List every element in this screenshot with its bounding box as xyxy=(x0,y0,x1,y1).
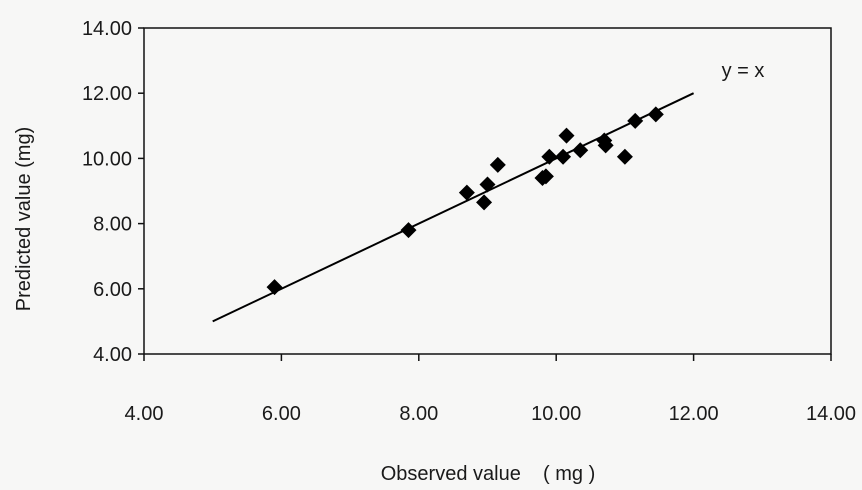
data-point xyxy=(458,184,475,201)
plot-area-frame xyxy=(143,27,832,355)
y-axis-title: Predicted value (mg) xyxy=(13,127,35,312)
data-point xyxy=(476,194,493,211)
data-point xyxy=(627,112,644,129)
data-point xyxy=(616,148,633,165)
x-tick-label: 14.00 xyxy=(806,403,856,425)
y-tick-label: 14.00 xyxy=(82,18,132,40)
y-tick-label: 10.00 xyxy=(82,148,132,170)
x-axis: 4.00 6.00 8.00 10.00 12.00 14.00 xyxy=(125,354,856,425)
data-point xyxy=(400,222,417,239)
data-point xyxy=(647,106,664,123)
y-tick-label: 8.00 xyxy=(93,214,132,236)
data-point xyxy=(572,142,589,159)
y-tick-label: 4.00 xyxy=(93,344,132,366)
reference-line-label: y = x xyxy=(722,60,765,82)
x-axis-title: Observed value ( mg ) xyxy=(381,463,596,485)
x-tick-label: 4.00 xyxy=(125,403,164,425)
x-tick-label: 12.00 xyxy=(669,403,719,425)
x-tick-label: 6.00 xyxy=(262,403,301,425)
data-point xyxy=(597,137,614,154)
data-point xyxy=(555,148,572,165)
y-tick-label: 6.00 xyxy=(93,279,132,301)
x-tick-label: 10.00 xyxy=(531,403,581,425)
y-tick-label: 12.00 xyxy=(82,83,132,105)
data-point xyxy=(266,279,283,296)
data-point xyxy=(489,156,506,173)
reference-line-y-equals-x xyxy=(212,92,695,323)
data-point xyxy=(479,176,496,193)
data-point xyxy=(537,168,554,185)
data-point xyxy=(558,127,575,144)
y-axis: 4.00 6.00 8.00 10.00 12.00 14.00 xyxy=(82,18,144,366)
data-point xyxy=(541,148,558,165)
x-tick-label: 8.00 xyxy=(399,403,438,425)
data-points xyxy=(266,106,664,296)
